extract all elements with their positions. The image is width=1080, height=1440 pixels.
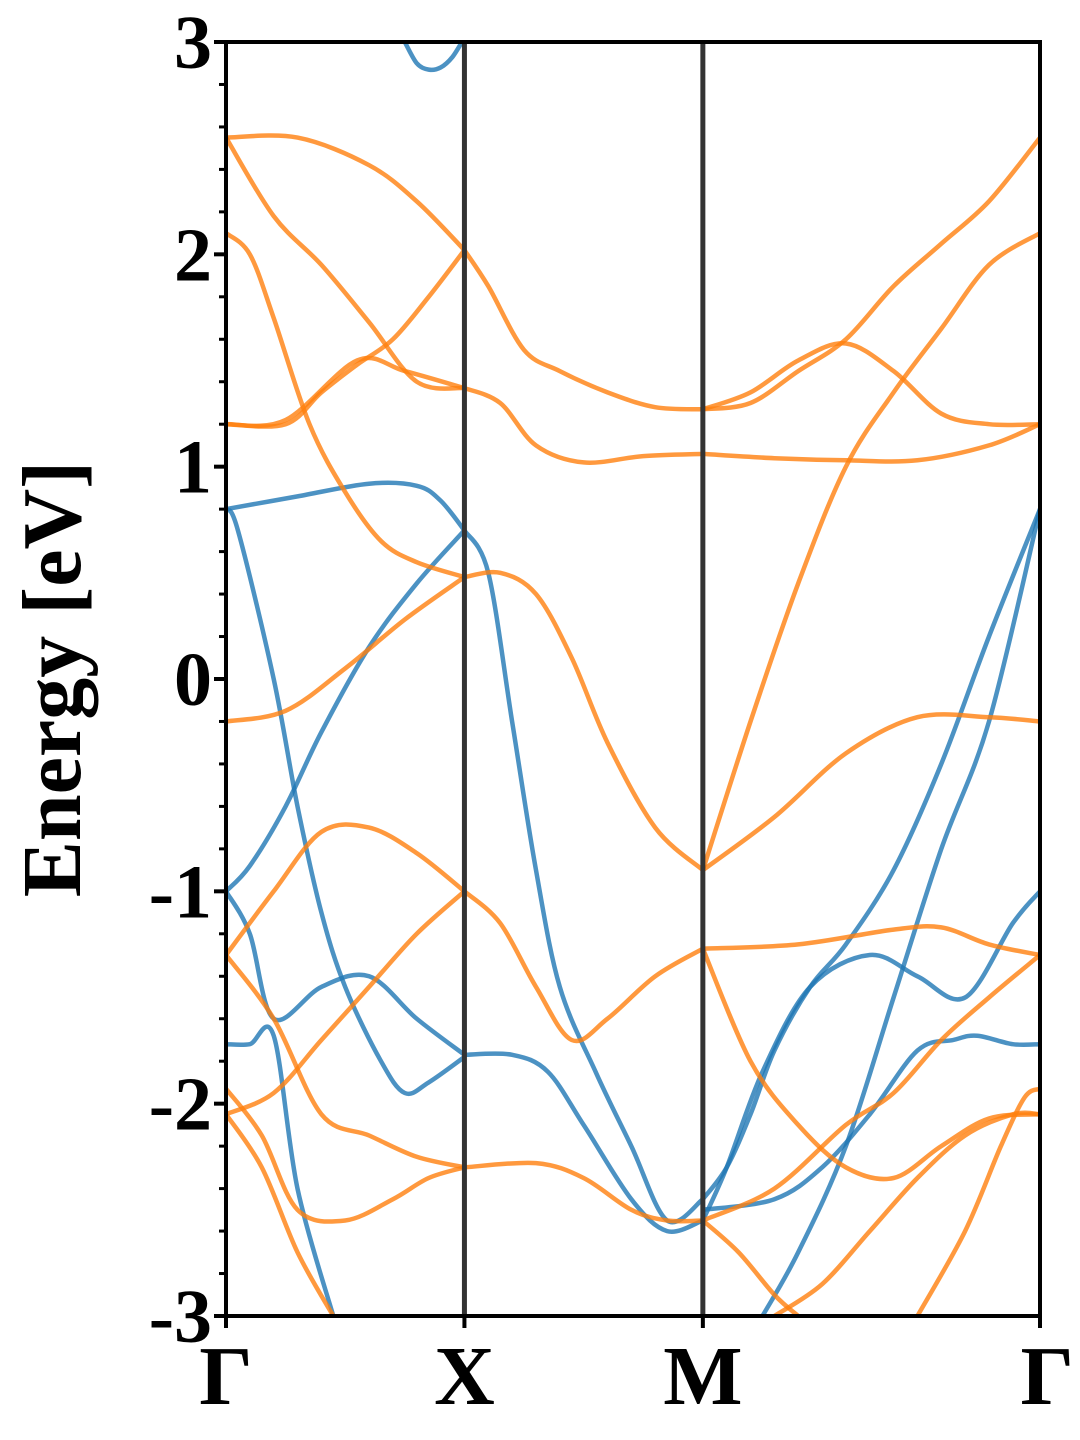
y-tick-label: 2 xyxy=(174,213,212,297)
y-tick-label: 3 xyxy=(174,1,212,85)
band-line-orange-29 xyxy=(700,341,1040,428)
x-tick-label-Γ: Γ xyxy=(199,1330,252,1423)
band-line-orange-26 xyxy=(462,889,706,1044)
band-line-orange-38 xyxy=(915,1086,1040,1316)
band-line-orange-13 xyxy=(226,135,467,391)
band-line-orange-12 xyxy=(226,133,467,253)
band-line-orange-19 xyxy=(226,952,467,1170)
y-axis-ticks: -3 -2 -1 0 1 2 3 xyxy=(149,1,226,1359)
band-line-blue-6 xyxy=(462,1051,706,1234)
band-line-blue-0 xyxy=(402,42,465,73)
y-axis-label: Energy [eV] xyxy=(6,461,99,897)
band-line-orange-35 xyxy=(700,952,1040,1223)
band-line-orange-32 xyxy=(700,712,1040,873)
band-line-orange-31 xyxy=(700,230,1040,873)
y-tick-label: -2 xyxy=(149,1063,212,1147)
y-tick-label: 1 xyxy=(174,426,212,510)
band-line-orange-28 xyxy=(700,135,1040,412)
band-line-orange-22 xyxy=(226,1112,336,1316)
band-curves xyxy=(226,42,1040,1316)
y-tick-label: -1 xyxy=(149,850,212,934)
band-line-orange-16 xyxy=(226,355,467,429)
band-line-orange-21 xyxy=(226,1086,467,1224)
band-line-orange-14 xyxy=(226,230,467,580)
band-line-blue-10 xyxy=(700,1033,1040,1213)
band-line-orange-18 xyxy=(226,822,467,958)
y-tick-label: -3 xyxy=(149,1275,212,1359)
band-line-orange-30 xyxy=(700,421,1040,464)
band-line-orange-17 xyxy=(226,574,467,724)
x-tick-label-X: X xyxy=(434,1330,495,1423)
band-line-orange-33 xyxy=(700,924,1040,958)
high-symmetry-lines xyxy=(461,42,706,1316)
band-line-orange-15 xyxy=(226,247,467,429)
band-line-orange-34 xyxy=(700,946,1040,1182)
band-line-orange-37 xyxy=(772,1110,1040,1316)
band-line-blue-1 xyxy=(226,480,467,533)
band-line-blue-11 xyxy=(760,506,1040,1316)
band-line-blue-4 xyxy=(226,889,467,1058)
y-tick-label: 0 xyxy=(174,638,212,722)
band-line-orange-25 xyxy=(462,569,706,873)
band-line-orange-20 xyxy=(226,889,467,1117)
band-line-orange-24 xyxy=(462,385,706,465)
x-tick-label-M: M xyxy=(663,1330,742,1423)
band-line-blue-8 xyxy=(700,506,1040,1202)
band-line-blue-9 xyxy=(700,889,1040,1223)
x-tick-label-Γ: Γ xyxy=(1021,1330,1074,1423)
band-line-orange-23 xyxy=(462,247,706,412)
band-line-blue-2 xyxy=(226,528,467,894)
band-line-blue-7 xyxy=(462,528,706,1225)
band-line-orange-27 xyxy=(462,1160,706,1224)
band-line-blue-5 xyxy=(226,1024,336,1316)
band-line-orange-36 xyxy=(700,1218,801,1316)
band-line-blue-3 xyxy=(226,506,467,1097)
